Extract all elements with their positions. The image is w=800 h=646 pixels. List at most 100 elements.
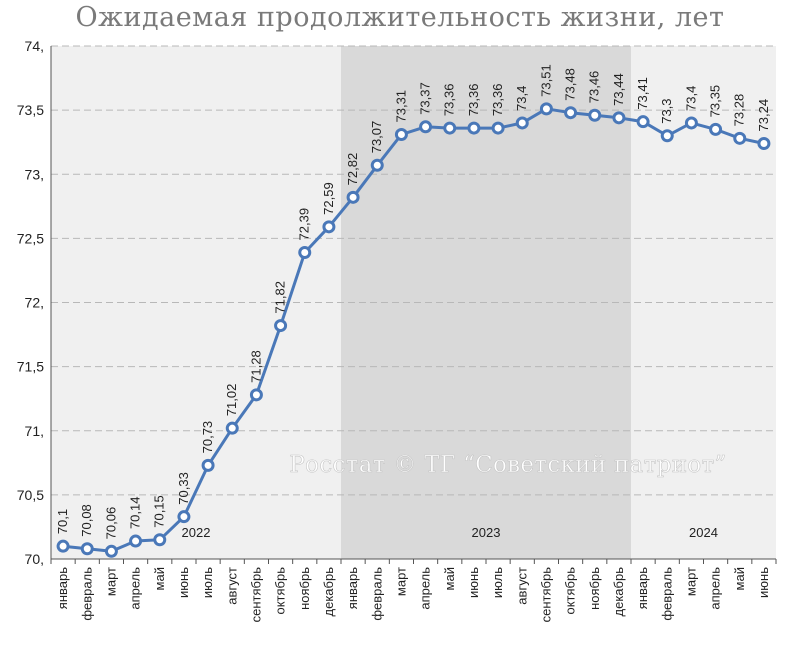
x-tick-label: август <box>224 567 239 605</box>
y-tick-label: 71,5 <box>17 359 44 375</box>
data-point <box>249 388 263 402</box>
data-point <box>660 129 674 143</box>
y-axis-ticks: 70, 70,5 71, 71,5 72, 72,5 73, 73,5 74, <box>17 38 44 567</box>
data-point <box>177 510 191 524</box>
data-label: 70,14 <box>128 496 143 529</box>
x-tick-label: май <box>732 567 747 590</box>
data-label: 70,06 <box>103 507 118 540</box>
data-label: 72,82 <box>345 153 360 186</box>
data-label: 70,08 <box>79 504 94 537</box>
data-point <box>225 421 239 435</box>
data-label: 73,41 <box>635 77 650 110</box>
x-tick-label: декабрь <box>321 567 336 617</box>
data-label: 73,3 <box>659 98 674 123</box>
x-tick-label: февраль <box>659 567 674 621</box>
y-tick-label: 71, <box>25 423 44 439</box>
data-label: 73,07 <box>369 121 384 154</box>
year-label: 2024 <box>689 525 718 540</box>
x-tick-label: март <box>393 567 408 596</box>
x-tick-label: июнь <box>176 567 191 598</box>
data-label: 73,48 <box>563 68 578 101</box>
data-label: 73,4 <box>683 86 698 111</box>
data-label: 70,15 <box>152 495 167 528</box>
year-label: 2022 <box>182 525 211 540</box>
data-point <box>104 544 118 558</box>
x-tick-label: апрель <box>418 567 433 610</box>
x-tick-label: июль <box>200 567 215 598</box>
series-line <box>56 102 771 558</box>
data-point <box>394 127 408 141</box>
y-tick-label: 72, <box>25 295 44 311</box>
x-tick-label: сентябрь <box>538 567 553 623</box>
x-tick-label: сентябрь <box>248 567 263 623</box>
gridlines <box>50 45 777 564</box>
year-label: 2023 <box>472 525 501 540</box>
data-label: 73,28 <box>732 94 747 127</box>
x-axis-ticks: январь февраль март апрель май июнь июль август… <box>55 567 771 623</box>
x-tick-label: апрель <box>128 567 143 610</box>
y-tick-label: 70, <box>25 551 44 567</box>
data-label: 70,73 <box>200 421 215 454</box>
data-point <box>298 245 312 259</box>
data-label: 73,4 <box>514 86 529 111</box>
x-tick-label: август <box>514 567 529 605</box>
data-label: 71,02 <box>224 384 239 417</box>
data-label: 72,59 <box>321 182 336 215</box>
data-label: 71,28 <box>248 350 263 383</box>
x-tick-label: март <box>103 567 118 596</box>
data-label: 71,82 <box>273 281 288 314</box>
data-point <box>588 108 602 122</box>
data-point <box>757 136 771 150</box>
data-label: 73,36 <box>442 84 457 117</box>
x-tick-label: январь <box>635 567 650 609</box>
data-point <box>443 121 457 135</box>
data-label: 70,1 <box>55 509 70 534</box>
data-label: 70,33 <box>176 472 191 505</box>
data-label: 72,39 <box>297 208 312 241</box>
data-label: 73,46 <box>587 71 602 104</box>
data-point <box>709 122 723 136</box>
watermark: Росстат © ТГ “Советский патриот” <box>289 452 726 478</box>
x-tick-label: июль <box>490 567 505 598</box>
y-tick-label: 73,5 <box>17 102 44 118</box>
x-tick-label: май <box>442 567 457 590</box>
x-tick-label: июнь <box>466 567 481 598</box>
data-point <box>129 534 143 548</box>
data-point <box>636 115 650 129</box>
y-tick-label: 74, <box>25 38 44 54</box>
data-point <box>56 539 70 553</box>
y-tick-label: 70,5 <box>17 487 44 503</box>
chart-title: Ожидаемая продолжительность жизни, лет <box>75 2 725 33</box>
data-point <box>515 116 529 130</box>
data-labels: 70,1 70,08 70,06 70,14 70,15 70,33 70,73 71,02 7… <box>55 64 771 539</box>
data-point <box>733 131 747 145</box>
x-tick-label: январь <box>55 567 70 609</box>
x-tick-label: январь <box>345 567 360 609</box>
data-label: 73,44 <box>611 73 626 106</box>
x-tick-label: май <box>152 567 167 590</box>
data-label: 73,36 <box>490 84 505 117</box>
data-label: 73,36 <box>466 84 481 117</box>
data-point <box>564 106 578 120</box>
data-label: 73,35 <box>708 85 723 118</box>
x-tick-label: ноябрь <box>297 567 312 610</box>
data-label: 73,24 <box>756 99 771 132</box>
data-point <box>153 533 167 547</box>
data-point <box>684 116 698 130</box>
x-tick-label: февраль <box>369 567 384 621</box>
data-point <box>274 319 288 333</box>
data-point <box>322 220 336 234</box>
x-tick-label: июнь <box>756 567 771 598</box>
data-point <box>467 121 481 135</box>
x-tick-label: март <box>683 567 698 596</box>
y-tick-label: 73, <box>25 166 44 182</box>
data-point <box>491 121 505 135</box>
data-point <box>80 542 94 556</box>
x-tick-label: октябрь <box>563 567 578 615</box>
data-label: 73,51 <box>538 64 553 97</box>
x-tick-label: февраль <box>79 567 94 621</box>
year-labels: 2022 2023 2024 <box>182 525 718 540</box>
x-tick-label: декабрь <box>611 567 626 617</box>
data-point <box>419 120 433 134</box>
